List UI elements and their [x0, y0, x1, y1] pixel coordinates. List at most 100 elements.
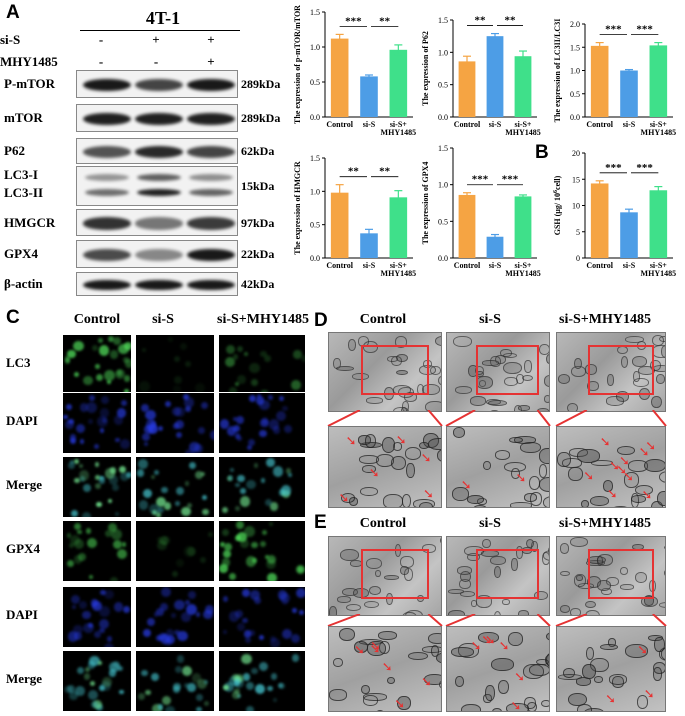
cell-signal [121, 542, 126, 547]
bar-chart: 0.0 0.5 1.0 1.5 The expression of GPX4 Contro… [421, 144, 541, 278]
y-axis-label: The expression of HMGCR [293, 161, 302, 255]
cell-signal [250, 590, 260, 600]
y-axis-label: The expression of P62 [421, 31, 430, 106]
cell-signal [140, 403, 150, 412]
y-tick-label: 0.0 [438, 254, 448, 263]
em-overview-image [446, 536, 550, 616]
cell-signal [107, 498, 113, 504]
red-arrow-icon: ➘ [643, 686, 655, 702]
cell-signal [233, 425, 241, 433]
blot-band [189, 174, 233, 181]
bar [514, 56, 532, 117]
cell-signal [165, 634, 175, 644]
blot-row-label: mTOR [4, 110, 43, 125]
blot-kda-label: 22kDa [241, 247, 275, 261]
organelle [529, 492, 542, 506]
organelle [450, 646, 474, 657]
organelle [464, 545, 484, 557]
blot-row-label: P62 [4, 143, 25, 158]
organelle [503, 361, 523, 375]
red-arrow-icon: ➘ [481, 633, 493, 649]
cell-signal [221, 558, 231, 567]
red-arrow-icon: ➘ [641, 488, 653, 504]
organelle [482, 538, 491, 549]
cell-signal [222, 549, 232, 559]
em-panel-d: Control si-S si-S+MHY1485 ➘ ➘ ➘ ➘ ➘ ➘ ➘ ➘ ➘ ➘ ➘ ➘ ➘ ➘ ➘ ➘ ➘… [310, 310, 685, 510]
organelle [649, 360, 661, 372]
cell-signal [180, 343, 187, 350]
organelle [580, 499, 589, 507]
cell-signal [195, 612, 201, 617]
red-arrow-icon: ➘ [599, 434, 611, 450]
cell-signal [104, 642, 115, 647]
organelle [347, 338, 356, 351]
organelle [336, 365, 354, 371]
cell-signal [244, 525, 255, 537]
cell-signal [283, 424, 293, 433]
y-tick-label: 0 [576, 254, 580, 263]
cell-signal [196, 694, 203, 701]
fluorescence-image [218, 334, 306, 396]
cell-signal [192, 673, 202, 683]
bar [590, 183, 609, 258]
bar [486, 236, 504, 258]
organelle [374, 569, 382, 577]
blot-row-label: β-actin [4, 276, 43, 291]
cell-signal [146, 617, 155, 626]
organelle [567, 692, 587, 707]
cell-signal [86, 537, 97, 548]
organelle [665, 334, 666, 343]
cell-signal [125, 471, 131, 478]
red-arrow-icon: ➘ [338, 490, 350, 506]
cell-signal [106, 636, 113, 642]
cell-signal [175, 501, 180, 506]
em-zoom-image: ➘ ➘ ➘ ➘ ➘ ➘ [446, 626, 550, 712]
cell-signal [153, 469, 160, 476]
fluorescence-image [135, 586, 215, 648]
cell-signal [97, 661, 102, 666]
y-axis-label: The expression of p-mTOR/mTOR [293, 5, 302, 124]
organelle [584, 600, 596, 609]
cell-signal [185, 448, 195, 453]
organelle [636, 694, 649, 709]
organelle [584, 364, 597, 375]
cell-signal [113, 415, 124, 425]
bar [458, 194, 476, 258]
blot-row [76, 70, 238, 98]
cell-signal [119, 471, 129, 481]
cell-signal [235, 482, 240, 487]
cell-signal [175, 432, 183, 439]
organelle [418, 502, 434, 507]
cell-signal [172, 685, 180, 693]
y-tick-label: 10 [572, 202, 580, 211]
organelle [365, 557, 382, 569]
cell-signal [101, 681, 111, 692]
significance-label: *** [502, 174, 519, 186]
cell-signal [229, 573, 237, 580]
organelle [586, 555, 607, 565]
organelle [643, 458, 665, 473]
organelle [656, 490, 665, 506]
organelle [539, 477, 549, 493]
cell-signal [237, 623, 245, 631]
cell-signal [74, 631, 82, 640]
red-arrow-icon: ➘ [637, 642, 648, 658]
cell-signal [65, 420, 75, 429]
x-tick-label: MHY1485 [381, 269, 417, 278]
organelle [609, 674, 627, 685]
organelle [661, 345, 665, 359]
cell-signal [155, 496, 166, 507]
cell-signal [236, 416, 245, 424]
organelle [619, 567, 628, 576]
blot-kda-label: 289kDa [241, 77, 281, 91]
cell-signal [149, 503, 160, 515]
cell-signal [291, 654, 300, 662]
x-tick-label: Control [586, 261, 613, 270]
organelle [652, 334, 665, 347]
organelle [511, 558, 518, 571]
em-zoom-image: ➘ ➘ [446, 426, 550, 508]
cell-signal [222, 630, 227, 635]
cell-signal [79, 463, 84, 469]
cell-signal [79, 600, 88, 609]
organelle [441, 558, 442, 570]
